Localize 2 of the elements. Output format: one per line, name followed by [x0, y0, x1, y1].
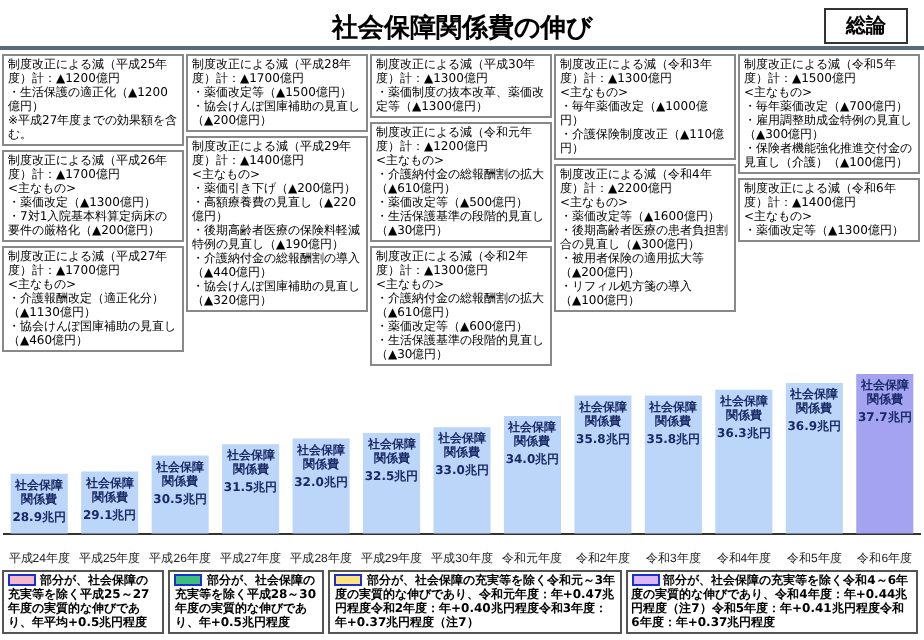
chart-title: 社会保障関係費の伸び	[332, 14, 592, 44]
chart-subtitle: 総論	[824, 8, 908, 44]
